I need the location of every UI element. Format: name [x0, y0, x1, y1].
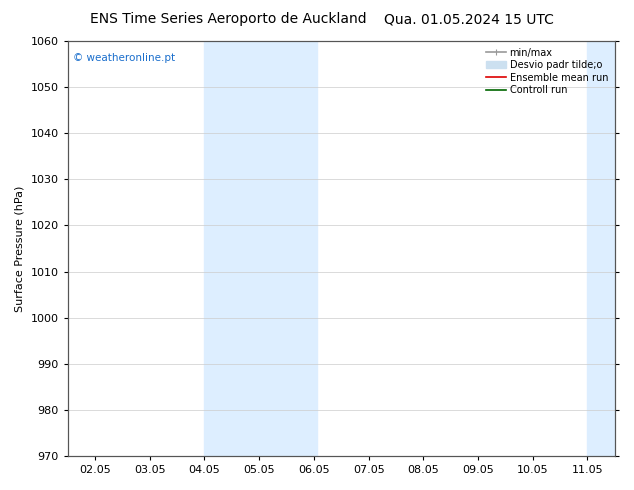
Bar: [205, 41, 316, 456]
Legend: min/max, Desvio padr tilde;o, Ensemble mean run, Controll run: min/max, Desvio padr tilde;o, Ensemble m…: [484, 46, 610, 97]
Y-axis label: Surface Pressure (hPa): Surface Pressure (hPa): [15, 185, 25, 312]
Bar: [588, 41, 634, 456]
Text: Qua. 01.05.2024 15 UTC: Qua. 01.05.2024 15 UTC: [384, 12, 554, 26]
Text: © weatheronline.pt: © weatheronline.pt: [73, 53, 176, 64]
Text: ENS Time Series Aeroporto de Auckland: ENS Time Series Aeroporto de Auckland: [90, 12, 366, 26]
